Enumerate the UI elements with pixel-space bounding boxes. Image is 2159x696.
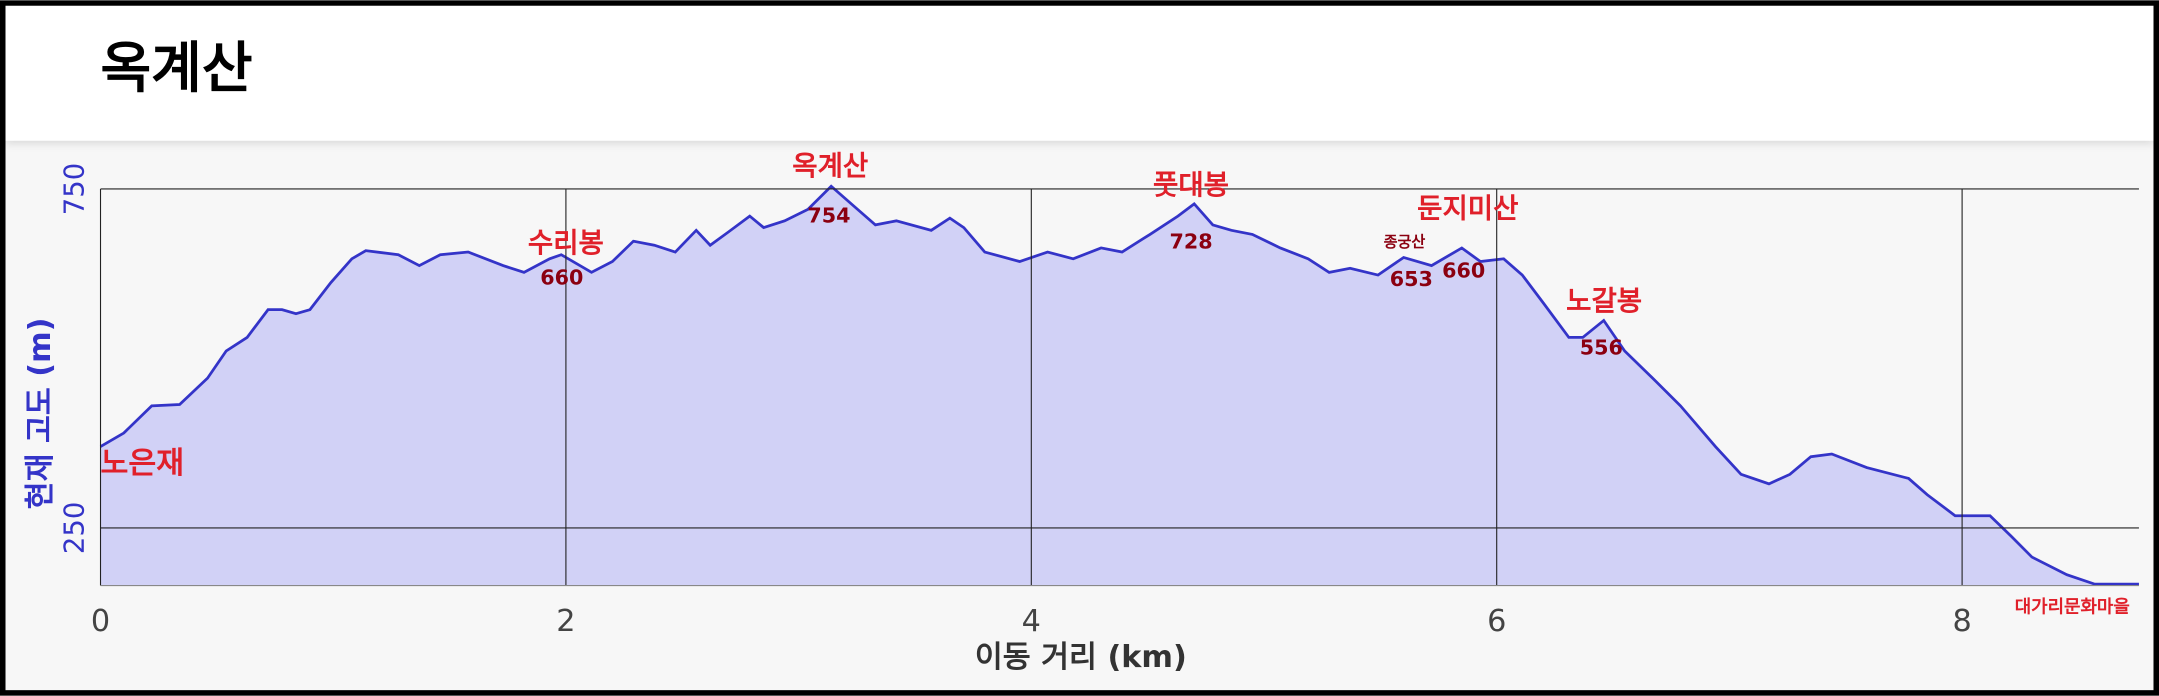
peak-elevation: 754 [807,204,850,228]
peak-name: 둔지미산 [1417,193,1518,225]
peak-name: 수리봉 [528,227,604,259]
x-tick-label: 6 [1487,604,1506,639]
peak-name: 풋대봉 [1153,169,1229,201]
peak-name: 옥계산 [792,150,868,182]
peak-elevation: 660 [540,265,583,289]
y-tick-label: 750 [59,163,91,216]
x-tick-label: 4 [1022,604,1041,639]
peak-elevation: 653 [1390,267,1433,291]
peak-name: 대가리문화마을 [2015,597,2130,618]
x-axis-label: 이동 거리 (km) [975,640,1187,675]
page-title: 옥계산 [101,36,253,100]
area-fill [100,186,2139,586]
peak-name: 종궁산 [1384,233,1426,251]
y-axis-label: 현재 고도 (m) [23,318,58,510]
peak-elevation: 660 [1442,259,1485,283]
peak-name: 노은재 [101,446,185,481]
peak-elevation: 728 [1169,230,1212,254]
header [5,5,2154,141]
y-tick-label: 250 [59,502,91,555]
peak-name: 노갈봉 [1566,285,1642,317]
x-tick-label: 2 [556,604,575,639]
elevation-line [99,184,2139,586]
x-tick-label: 0 [91,604,110,639]
x-tick-label: 8 [1952,604,1971,639]
peak-elevation: 556 [1580,336,1623,360]
